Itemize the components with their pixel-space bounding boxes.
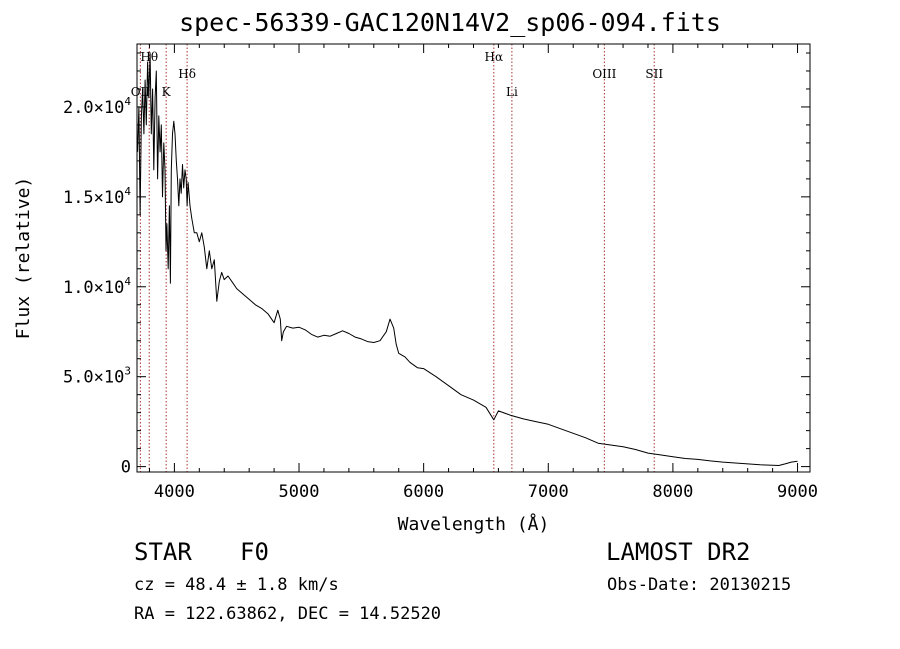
y-tick-mantissa: 5.0×10 <box>63 368 124 388</box>
y-tick-mantissa: 2.0×10 <box>63 98 124 118</box>
y-tick-label: 1.0×104 <box>63 275 131 298</box>
y-tick-mantissa: 1.0×10 <box>63 278 124 298</box>
y-tick-label: 1.5×104 <box>63 185 131 208</box>
reference-line-label: Hθ <box>140 50 158 64</box>
x-tick-label: 5000 <box>279 482 320 502</box>
survey-name: LAMOST DR2 <box>606 538 751 566</box>
y-tick-exponent: 4 <box>124 275 131 288</box>
y-axis-label: Flux (relative) <box>13 177 34 340</box>
y-tick-exponent: 3 <box>124 365 131 378</box>
plot-frame <box>136 43 811 473</box>
reference-line-label: Hα <box>485 50 504 64</box>
obs-date-readout: Obs-Date: 20130215 <box>607 575 792 595</box>
reference-line-label: OIII <box>592 67 616 81</box>
y-tick-exponent: 4 <box>124 185 131 198</box>
x-axis-label: Wavelength (Å) <box>398 513 550 535</box>
x-tick-label: 8000 <box>652 482 693 502</box>
y-tick-mantissa: 1.5×10 <box>63 188 124 208</box>
reference-line-label: K <box>162 85 172 99</box>
y-tick-exponent: 4 <box>124 95 131 108</box>
y-tick-label: 5.0×103 <box>63 365 131 388</box>
redshift-readout: cz = 48.4 ± 1.8 km/s <box>134 575 339 595</box>
coordinates-readout: RA = 122.63862, DEC = 14.52520 <box>134 604 442 624</box>
x-tick-label: 9000 <box>777 482 818 502</box>
y-tick-label: 2.0×104 <box>63 95 131 118</box>
y-tick-label: 0 <box>121 458 131 478</box>
x-tick-label: 6000 <box>403 482 444 502</box>
chart-title: spec-56339-GAC120N14V2_sp06-094.fits <box>179 8 721 37</box>
spectrum-line <box>137 52 798 466</box>
reference-line-label: SII <box>645 67 663 81</box>
x-tick-label: 7000 <box>528 482 569 502</box>
reference-line-label: OII <box>131 85 151 99</box>
reference-line-label: Hδ <box>178 67 196 81</box>
reference-line-label: Li <box>506 85 518 99</box>
x-tick-label: 4000 <box>154 482 195 502</box>
object-subclass: F0 <box>240 538 269 566</box>
object-class: STAR <box>134 538 192 566</box>
